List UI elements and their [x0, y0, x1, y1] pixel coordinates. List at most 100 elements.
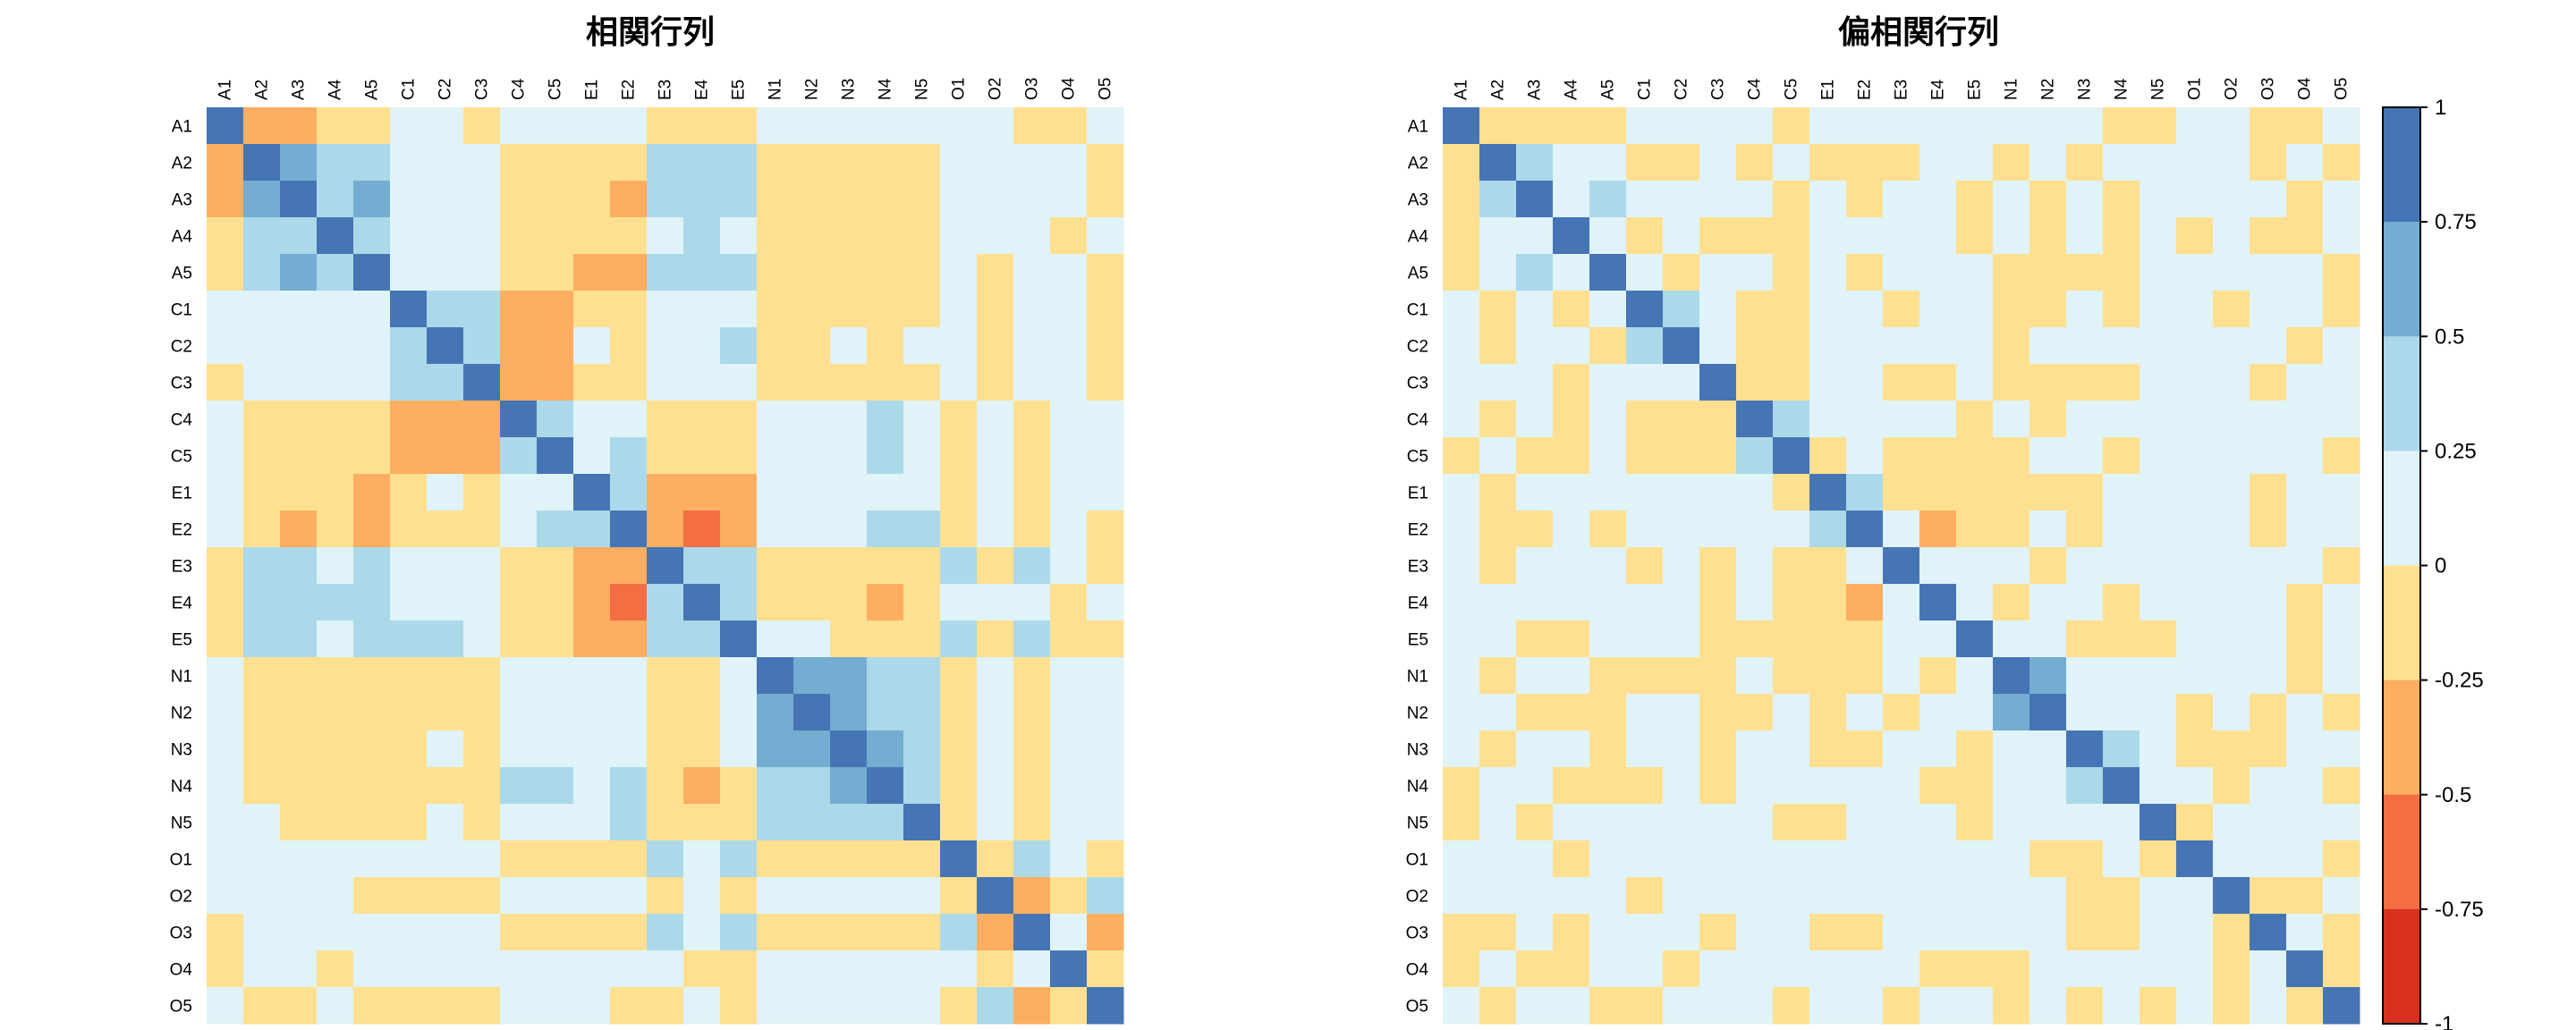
- heatmap-cell-N3-C2: [427, 730, 464, 768]
- heatmap-cell-C5-C3: [463, 437, 501, 475]
- heatmap-cell-A1-O1: [940, 107, 978, 145]
- heatmap-cell-C5-E3: [647, 437, 684, 475]
- heatmap-cell-A5-O3: [2250, 254, 2287, 291]
- heatmap-cell-N5-C1: [390, 804, 428, 841]
- heatmap-cell-O2-O2: [977, 877, 1014, 915]
- heatmap-cell-E1-C1: [390, 474, 428, 511]
- heatmap-cell-O4-A2: [243, 950, 281, 988]
- heatmap-cell-E2-A4: [317, 511, 354, 548]
- heatmap-cell-E2-C4: [500, 511, 538, 548]
- heatmap-cell-N4-N4: [867, 767, 904, 805]
- heatmap-cell-C5-A1: [1443, 437, 1480, 475]
- heatmap-cell-N2-C3: [1699, 694, 1737, 731]
- row-label-N3: N3: [1407, 741, 1428, 760]
- heatmap-cell-O5-E2: [610, 987, 648, 1025]
- row-label-E5: E5: [172, 631, 192, 650]
- heatmap-cell-A5-E3: [647, 254, 684, 291]
- heatmap-cell-C4-E5: [720, 401, 758, 438]
- heatmap-cell-O5-A2: [243, 987, 281, 1025]
- heatmap-cell-A2-A5: [1589, 144, 1627, 182]
- heatmap-cell-C4-A1: [1443, 401, 1480, 438]
- heatmap-cell-N4-N4: [2103, 767, 2140, 805]
- heatmap-cell-C4-A5: [353, 401, 391, 438]
- heatmap-cell-A2-O2: [2213, 144, 2250, 182]
- heatmap-cell-E1-A3: [280, 474, 318, 511]
- column-label-A1: A1: [1453, 80, 1471, 100]
- heatmap-cell-O1-E3: [647, 840, 684, 878]
- heatmap-cell-O4-C1: [390, 950, 428, 988]
- heatmap-cell-A4-A4: [1553, 217, 1590, 255]
- heatmap-cell-C1-A5: [1589, 291, 1627, 328]
- heatmap-cell-E2-C5: [1773, 511, 1810, 548]
- heatmap-cell-O2-A2: [1479, 877, 1517, 915]
- heatmap-cell-C3-A5: [353, 364, 391, 401]
- heatmap-cell-A5-A2: [243, 254, 281, 291]
- heatmap-cell-O4-C3: [463, 950, 501, 988]
- heatmap-cell-O1-E5: [720, 840, 758, 878]
- heatmap-cell-N5-O3: [2250, 804, 2287, 841]
- heatmap-cell-O5-N5: [903, 987, 941, 1025]
- heatmap-cell-A2-A1: [1443, 144, 1480, 182]
- heatmap-cell-N1-O4: [2286, 657, 2324, 695]
- heatmap-cell-E4-C2: [1663, 584, 1700, 621]
- heatmap-cell-C1-C2: [1663, 291, 1700, 328]
- heatmap-cell-E4-E2: [1846, 584, 1884, 621]
- heatmap-cell-C5-C5: [1773, 437, 1810, 475]
- heatmap-cell-A3-E5: [1956, 181, 1994, 218]
- heatmap-cell-E3-O4: [1050, 547, 1088, 585]
- column-label-A5: A5: [363, 80, 382, 100]
- heatmap-cell-N3-N3: [830, 730, 868, 768]
- heatmap-cell-C5-N4: [2103, 437, 2140, 475]
- heatmap-cell-C2-E3: [1883, 327, 1920, 365]
- heatmap-cell-C4-N1: [757, 401, 794, 438]
- heatmap-cell-C1-E5: [720, 291, 758, 328]
- heatmap-cell-E1-A1: [207, 474, 244, 511]
- heatmap-cell-E3-E5: [1956, 547, 1994, 585]
- heatmap-cell-E5-O2: [977, 621, 1014, 658]
- heatmap-cell-C3-E3: [1883, 364, 1920, 401]
- column-label-O1: O1: [950, 78, 969, 100]
- heatmap-cell-A1-C5: [1773, 107, 1810, 145]
- heatmap-cell-O2-O3: [1013, 877, 1051, 915]
- heatmap-cell-A5-C1: [1626, 254, 1664, 291]
- heatmap-cell-N1-N3: [830, 657, 868, 695]
- row-label-E4: E4: [172, 595, 193, 613]
- heatmap-cell-A2-O5: [2323, 144, 2360, 182]
- heatmap-cell-A2-C1: [1626, 144, 1664, 182]
- heatmap-cell-O3-O4: [2286, 914, 2324, 951]
- heatmap-cell-E3-C2: [1663, 547, 1700, 585]
- heatmap-cell-O1-N2: [793, 840, 831, 878]
- heatmap-cell-E4-C4: [1736, 584, 1774, 621]
- heatmap-cell-N4-O1: [940, 767, 978, 805]
- heatmap-cell-E4-A3: [1516, 584, 1554, 621]
- heatmap-cell-E3-E1: [1809, 547, 1847, 585]
- row-label-O2: O2: [1406, 888, 1428, 907]
- heatmap-cell-A1-E3: [1883, 107, 1920, 145]
- heatmap-cell-N5-C1: [1626, 804, 1664, 841]
- heatmap-cell-E1-C3: [1699, 474, 1737, 511]
- heatmap-cell-C5-E2: [1846, 437, 1884, 475]
- heatmap-cell-E2-N3: [830, 511, 868, 548]
- heatmap-cell-E5-C5: [537, 621, 574, 658]
- heatmap-cell-O4-E2: [1846, 950, 1884, 988]
- heatmap-cell-A1-O3: [1013, 107, 1051, 145]
- heatmap-cell-C4-N2: [793, 401, 831, 438]
- heatmap-cell-N4-E4: [683, 767, 721, 805]
- heatmap-cell-N1-E5: [720, 657, 758, 695]
- heatmap-cell-O1-A1: [207, 840, 244, 878]
- heatmap-cell-N2-A1: [1443, 694, 1480, 731]
- heatmap-cell-N2-E4: [1919, 694, 1957, 731]
- heatmap-cell-A5-O2: [977, 254, 1014, 291]
- heatmap-cell-A3-E3: [647, 181, 684, 218]
- heatmap-cell-C5-A1: [207, 437, 244, 475]
- heatmap-cell-C4-C3: [1699, 401, 1737, 438]
- row-label-A5: A5: [172, 265, 192, 283]
- heatmap-cell-E5-E1: [573, 621, 611, 658]
- heatmap-cell-C4-N4: [867, 401, 904, 438]
- heatmap-cell-N5-C4: [500, 804, 538, 841]
- heatmap-cell-N2-C1: [1626, 694, 1664, 731]
- heatmap-cell-O5-O4: [1050, 987, 1088, 1025]
- colorbar-legend: 1 0.75 0.5 0.25 0 -0.25 -0.5 -0.75 -1: [2382, 96, 2484, 1030]
- heatmap-cell-O5-O1: [2176, 987, 2214, 1025]
- heatmap-cell-O3-A2: [1479, 914, 1517, 951]
